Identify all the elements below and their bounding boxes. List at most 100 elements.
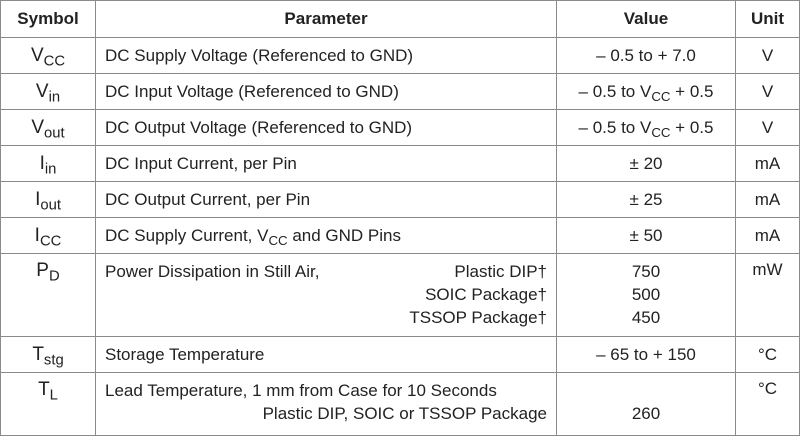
text: – 65 to + 150: [596, 344, 696, 364]
table-row: VCC DC Supply Voltage (Referenced to GND)…: [0, 37, 800, 74]
subscript: in: [48, 88, 61, 105]
parameter-cell: DC Output Current, per Pin: [95, 181, 557, 218]
parameter-cell: DC Input Current, per Pin: [95, 145, 557, 182]
subscript: CC: [651, 124, 671, 140]
text: – 0.5 to V: [578, 81, 652, 101]
text: + 0.5: [670, 117, 714, 137]
value-cell: – 0.5 to VCC + 0.5: [556, 73, 736, 110]
subscript: CC: [39, 232, 62, 249]
parameter-cell: DC Supply Voltage (Referenced to GND): [95, 37, 557, 74]
subscript: D: [48, 268, 60, 285]
text: V: [35, 80, 49, 102]
table-row: TL Lead Temperature, 1 mm from Case for 1…: [0, 372, 800, 436]
value-cell: 750 500 450: [556, 253, 736, 337]
text: DC Supply Current, V: [105, 225, 269, 245]
unit-cell: V: [735, 73, 800, 110]
package-name: TSSOP Package†: [409, 308, 547, 327]
value-cell: 260: [556, 372, 736, 436]
table-row: Iout DC Output Current, per Pin ± 25 mA: [0, 181, 800, 218]
text: + 0.5: [670, 81, 714, 101]
value-cell: ± 25: [556, 181, 736, 218]
text: DC Supply Voltage (Referenced to GND): [105, 45, 414, 65]
value-line: 500: [631, 285, 661, 304]
parameter-cell: Lead Temperature, 1 mm from Case for 10 …: [95, 372, 557, 436]
column-header: Symbol: [0, 0, 96, 38]
parameter-cell: DC Output Voltage (Referenced to GND): [95, 109, 557, 146]
unit-cell: °C: [735, 372, 800, 436]
table-row: Iin DC Input Current, per Pin ± 20 mA: [0, 145, 800, 182]
text: I: [35, 188, 41, 210]
parameter-cell: DC Input Voltage (Referenced to GND): [95, 73, 557, 110]
text: T: [38, 379, 50, 400]
subscript: out: [44, 124, 65, 141]
subscript: stg: [43, 351, 64, 368]
subscript: in: [44, 160, 57, 177]
parameter-line: TSSOP Package†: [105, 306, 547, 329]
subscript: CC: [651, 88, 671, 104]
text: I: [39, 152, 45, 174]
package-name: SOIC Package†: [425, 285, 547, 304]
parameter-label: Lead Temperature, 1 mm from Case for 10 …: [105, 381, 497, 400]
unit-cell: V: [735, 109, 800, 146]
text: P: [36, 260, 49, 281]
value-cell: – 65 to + 150: [556, 336, 736, 373]
package-name: Plastic DIP†: [454, 262, 547, 281]
value-cell: – 0.5 to VCC + 0.5: [556, 109, 736, 146]
column-header: Value: [556, 0, 736, 38]
text: DC Input Voltage (Referenced to GND): [105, 81, 399, 101]
text: Storage Temperature: [105, 344, 265, 364]
unit-cell: mW: [735, 253, 800, 337]
text: DC Output Voltage (Referenced to GND): [105, 117, 413, 137]
value-line: 260: [631, 404, 661, 423]
value-cell: ± 20: [556, 145, 736, 182]
text: I: [34, 224, 40, 246]
symbol-cell: TL: [0, 372, 96, 436]
symbol-cell: PD: [0, 253, 96, 337]
subscript: CC: [43, 52, 66, 69]
unit-cell: mA: [735, 217, 800, 254]
symbol-cell: VCC: [0, 37, 96, 74]
text: V: [31, 116, 45, 138]
parameter-label: Power Dissipation in Still Air,: [105, 262, 320, 281]
unit-cell: V: [735, 37, 800, 74]
value-line: 450: [631, 308, 661, 327]
column-header: Unit: [735, 0, 800, 38]
unit-cell: °C: [735, 336, 800, 373]
parameter-cell: Storage Temperature: [95, 336, 557, 373]
symbol-cell: Tstg: [0, 336, 96, 373]
text: V: [30, 44, 44, 66]
symbol-cell: Vin: [0, 73, 96, 110]
column-header: Parameter: [95, 0, 557, 38]
text: ± 50: [629, 225, 663, 245]
symbol-cell: Iin: [0, 145, 96, 182]
value-cell: – 0.5 to + 7.0: [556, 37, 736, 74]
value-cell: ± 50: [556, 217, 736, 254]
text: – 0.5 to V: [578, 117, 652, 137]
subscript: out: [40, 196, 61, 213]
parameter-line: Power Dissipation in Still Air, Plastic D…: [105, 260, 547, 283]
table-row: Vin DC Input Voltage (Referenced to GND) –…: [0, 73, 800, 110]
table-row: Tstg Storage Temperature – 65 to + 150 °C: [0, 336, 800, 373]
parameter-condition: Plastic DIP, SOIC or TSSOP Package: [262, 404, 547, 423]
unit-cell: mA: [735, 181, 800, 218]
subscript: L: [49, 387, 58, 404]
symbol-cell: Iout: [0, 181, 96, 218]
header-row: Symbol Parameter Value Unit: [0, 0, 800, 38]
parameter-cell: Power Dissipation in Still Air, Plastic D…: [95, 253, 557, 337]
text: DC Input Current, per Pin: [105, 153, 297, 173]
text: ± 25: [629, 189, 663, 209]
table-row: PD Power Dissipation in Still Air, Plastic…: [0, 253, 800, 337]
table-row: ICC DC Supply Current, VCC and GND Pins ± …: [0, 217, 800, 254]
table-row: Vout DC Output Voltage (Referenced to GND…: [0, 109, 800, 146]
text: and GND Pins: [287, 225, 401, 245]
subscript: CC: [268, 232, 288, 248]
text: T: [32, 343, 44, 365]
value-line: 750: [631, 262, 661, 281]
text: DC Output Current, per Pin: [105, 189, 311, 209]
table-body: VCC DC Supply Voltage (Referenced to GND)…: [0, 37, 800, 436]
value-line: [566, 379, 726, 402]
parameter-line: SOIC Package†: [105, 283, 547, 306]
symbol-cell: ICC: [0, 217, 96, 254]
